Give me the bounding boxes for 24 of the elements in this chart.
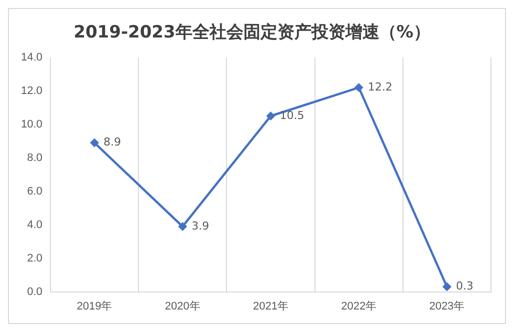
x-tick-label: 2020年 xyxy=(164,300,200,312)
x-tick-label: 2022年 xyxy=(341,300,377,312)
y-tick-label: 4.0 xyxy=(27,218,42,231)
y-tick-label: 8.0 xyxy=(27,152,42,164)
data-label: 8.9 xyxy=(103,136,121,149)
y-tick-label: 2.0 xyxy=(27,252,42,264)
data-label: 12.2 xyxy=(368,80,392,94)
y-tick-label: 10.0 xyxy=(20,118,42,130)
point xyxy=(178,222,188,232)
point xyxy=(354,83,364,92)
y-tick-label: 6.0 xyxy=(27,185,42,198)
point xyxy=(442,282,452,292)
y-tick-label: 14.0 xyxy=(20,51,42,64)
data-label: 10.5 xyxy=(280,108,304,122)
x-tick-label: 2023年 xyxy=(429,300,465,312)
y-tick-label: 12.0 xyxy=(20,84,42,97)
x-tick-label: 2021年 xyxy=(252,300,288,312)
y-tick-label: 0.0 xyxy=(27,286,42,298)
x-tick-label: 2019年 xyxy=(76,300,112,312)
data-label: 0.3 xyxy=(456,280,474,293)
data-label: 3.9 xyxy=(192,219,210,232)
chart-title: 2019-2023年全社会固定资产投资增速（%） xyxy=(74,22,430,43)
point xyxy=(90,138,99,148)
point xyxy=(266,112,276,120)
